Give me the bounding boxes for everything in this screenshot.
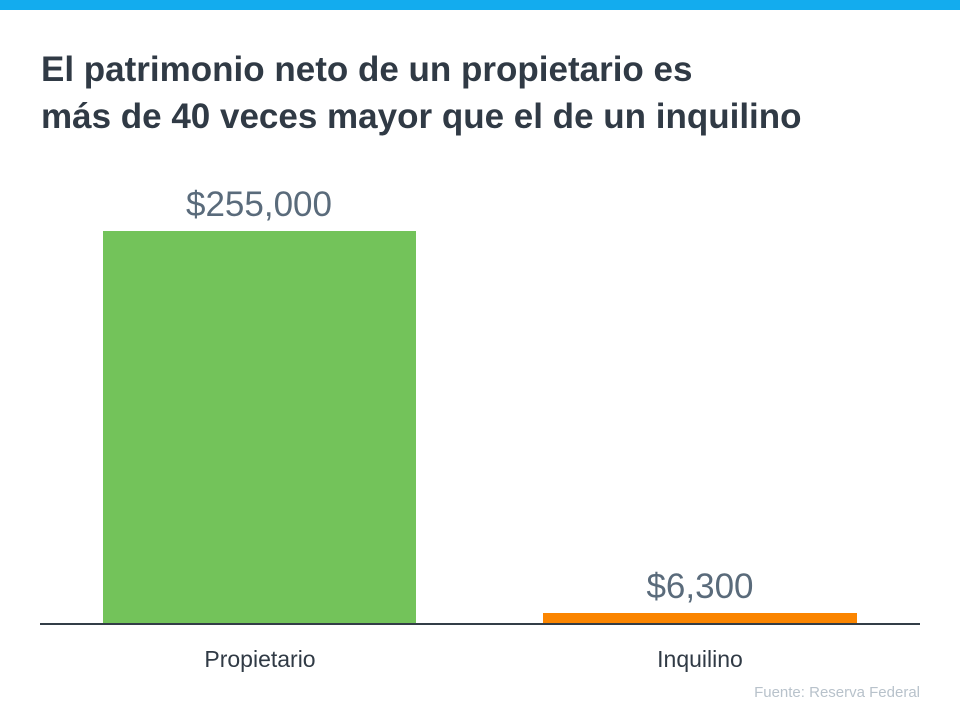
chart-title: El patrimonio neto de un propietario es … — [41, 46, 941, 140]
x-axis-line — [40, 623, 920, 625]
title-line-1: El patrimonio neto de un propietario es — [41, 50, 693, 89]
owner-category-label: Propietario — [204, 646, 316, 672]
source-note: Fuente: Reserva Federal — [754, 684, 920, 701]
renter-category-label: Inquilino — [657, 646, 743, 672]
renter-value-label: $6,300 — [646, 567, 754, 606]
renter-bar — [543, 613, 857, 623]
owner-bar — [103, 231, 416, 623]
top-accent-bar — [0, 0, 960, 10]
title-line-2: más de 40 veces mayor que el de un inqui… — [41, 97, 802, 136]
owner-value-label: $255,000 — [186, 185, 332, 224]
